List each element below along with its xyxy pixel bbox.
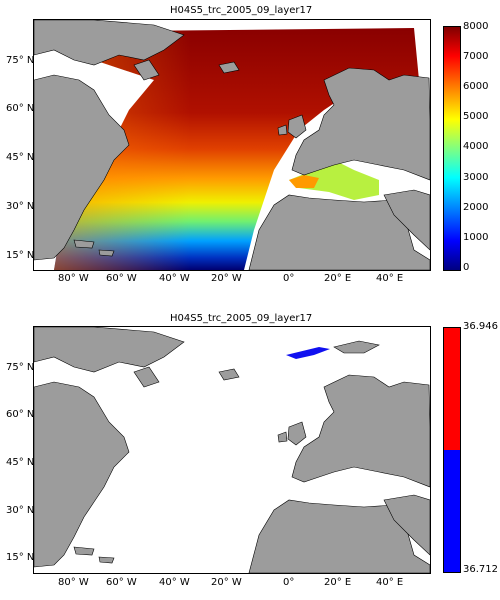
panel1-map — [33, 19, 431, 271]
panel1-x-tick: 80° W — [58, 273, 89, 284]
panel2-y-tick: 30° N — [6, 505, 35, 516]
panel2-x-tick: 40° E — [376, 577, 404, 588]
panel2-x-tick: 40° W — [159, 577, 190, 588]
panel1-data-field — [39, 28, 419, 270]
panel1-land — [34, 20, 430, 270]
panel2-colorbar-tick: 36.946 — [463, 321, 498, 332]
panel1-x-tick: 40° W — [159, 273, 190, 284]
panel1-colorbar-tick: 4000 — [463, 141, 489, 152]
panel1-colorbar-tick: 0 — [463, 262, 470, 273]
panel2-x-tick: 0° — [283, 577, 295, 588]
panel1-x-tick: 20° W — [211, 273, 242, 284]
panel1-colorbar-tick: 1000 — [463, 232, 489, 243]
panel1-y-tick: 15° N — [6, 250, 35, 261]
panel2-map — [33, 326, 431, 574]
panel2-y-tick: 75° N — [6, 362, 35, 373]
panel2-land — [34, 327, 430, 573]
panel2-x-tick: 20° E — [324, 577, 352, 588]
panel1-colorbar-tick: 8000 — [463, 21, 489, 32]
panel1-title: H04S5_trc_2005_09_layer17 — [170, 5, 313, 16]
panel1-colorbar-tick: 3000 — [463, 172, 489, 183]
panel2-data-patch — [286, 347, 330, 359]
panel1-y-tick: 45° N — [6, 152, 35, 163]
panel2-y-tick: 15° N — [6, 552, 35, 563]
panel1-colorbar-tick: 7000 — [463, 51, 489, 62]
panel2-y-tick: 45° N — [6, 457, 35, 468]
panel1-x-tick: 20° E — [324, 273, 352, 284]
panel1-x-tick: 60° W — [106, 273, 137, 284]
panel1-colorbar-tick: 6000 — [463, 81, 489, 92]
panel1-colorbar-tick: 2000 — [463, 202, 489, 213]
panel2-y-tick: 60° N — [6, 409, 35, 420]
panel2-x-tick: 80° W — [58, 577, 89, 588]
panel1-x-tick: 40° E — [376, 273, 404, 284]
panel1-colorbar-tick: 5000 — [463, 111, 489, 122]
panel1-x-tick: 0° — [283, 273, 295, 284]
panel1-colorbar — [443, 26, 461, 271]
panel1-y-tick: 60° N — [6, 103, 35, 114]
panel2-x-tick: 20° W — [211, 577, 242, 588]
panel2-title: H04S5_trc_2005_09_layer17 — [170, 313, 313, 324]
panel1-y-tick: 75° N — [6, 55, 35, 66]
panel2-colorbar — [443, 327, 461, 573]
panel2-colorbar-tick: 36.712 — [463, 564, 498, 575]
panel1-y-tick: 30° N — [6, 201, 35, 212]
panel2-x-tick: 60° W — [106, 577, 137, 588]
